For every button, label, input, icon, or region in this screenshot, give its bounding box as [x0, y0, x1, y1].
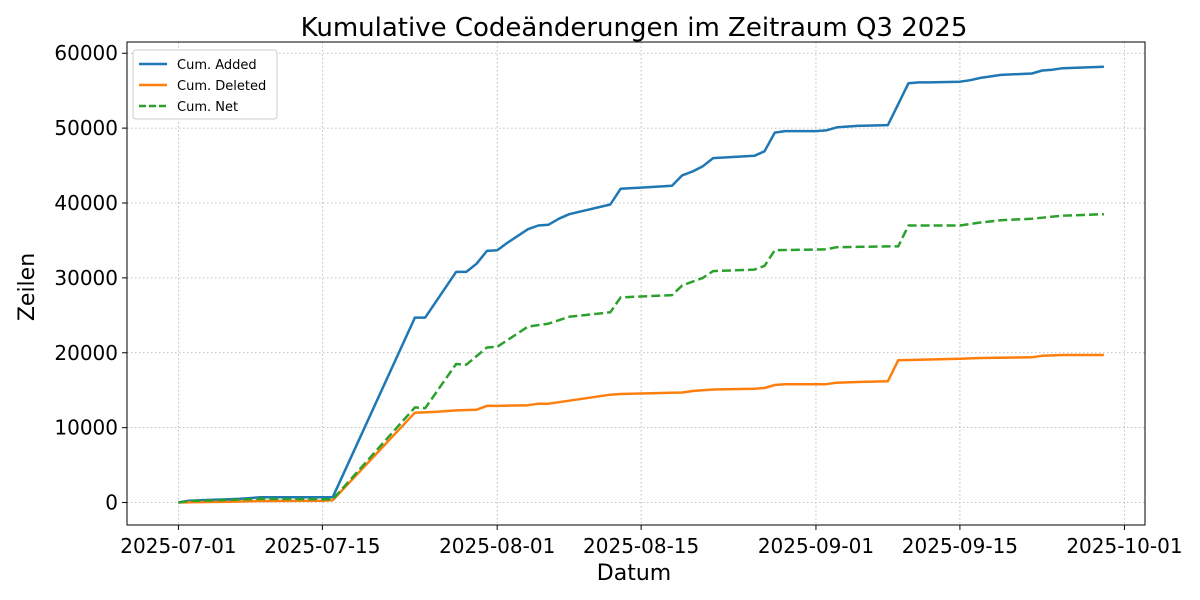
series-lines [178, 65, 1104, 504]
x-tick-label: 2025-08-01 [439, 534, 555, 558]
y-tick-label: 0 [105, 491, 118, 515]
legend-label: Cum. Added [177, 58, 257, 73]
series-line-cum-deleted [178, 353, 1104, 504]
legend-label: Cum. Deleted [177, 79, 266, 94]
x-tick-label: 2025-07-15 [264, 534, 380, 558]
x-tick-label: 2025-08-15 [583, 534, 699, 558]
plot-frame [126, 41, 1146, 526]
y-tick-label: 30000 [54, 266, 118, 290]
legend: Cum. Added Cum. Deleted Cum. Net [132, 49, 278, 120]
x-tick-label: 2025-09-15 [902, 534, 1018, 558]
grid [127, 42, 1145, 525]
legend-label: Cum. Net [177, 100, 238, 115]
y-tick-label: 10000 [54, 416, 118, 440]
series-line-cum-added [178, 65, 1104, 504]
y-axis-label: Zeilen [15, 253, 40, 321]
x-tick-label: 2025-07-01 [120, 534, 236, 558]
x-axis-label: Datum [597, 561, 671, 586]
legend-box [132, 49, 278, 120]
y-tick-label: 50000 [54, 116, 118, 140]
axis-ticks: 2025-07-01 2025-07-15 2025-08-01 2025-08-15… [54, 41, 1182, 558]
chart-title: Kumulative Codeänderungen im Zeitraum Q3… [301, 13, 968, 43]
x-tick-label: 2025-09-01 [758, 534, 874, 558]
y-tick-label: 20000 [54, 341, 118, 365]
y-tick-label: 60000 [54, 41, 118, 65]
series-line-cum-net [178, 212, 1104, 504]
x-tick-label: 2025-10-01 [1066, 534, 1182, 558]
y-tick-label: 40000 [54, 191, 118, 215]
